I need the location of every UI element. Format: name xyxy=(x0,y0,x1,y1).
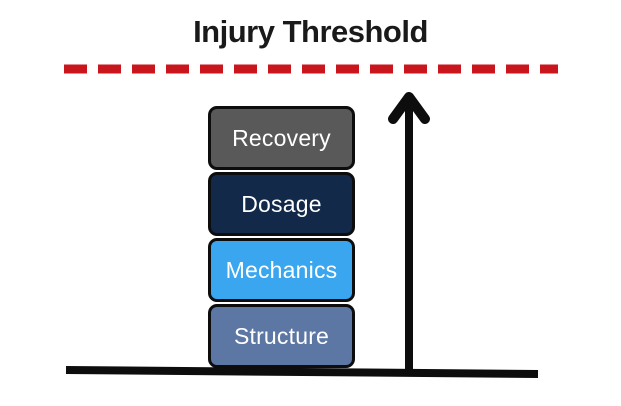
ground-line xyxy=(65,366,539,378)
stack-box-recovery: Recovery xyxy=(208,106,355,170)
upward-arrow-icon xyxy=(388,92,430,371)
stack-box-dosage: Dosage xyxy=(208,172,355,236)
stack-box-mechanics: Mechanics xyxy=(208,238,355,302)
stack-box-mechanics-label: Mechanics xyxy=(225,256,338,283)
stack-box-recovery-label: Recovery xyxy=(232,124,331,151)
stack-box-dosage-label: Dosage xyxy=(241,190,322,217)
page-title: Injury Threshold xyxy=(193,14,428,49)
stack-box-structure-label: Structure xyxy=(233,322,330,349)
factor-stack: Recovery Dosage Mechanics Structure xyxy=(208,106,355,368)
stack-box-structure: Structure xyxy=(208,304,355,368)
upward-arrow-head xyxy=(388,92,430,124)
